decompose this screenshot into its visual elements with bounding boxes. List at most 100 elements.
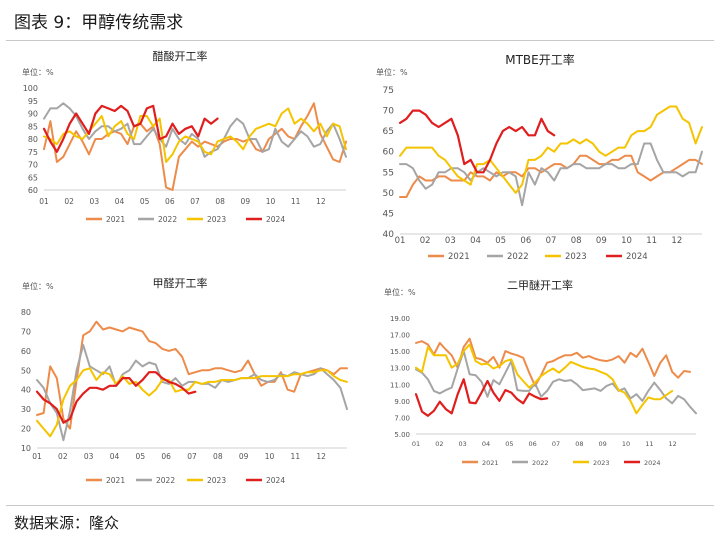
legend-label-2021: 2021 — [106, 476, 125, 485]
x-tick-label: 06 — [520, 236, 531, 246]
y-tick-label: 13.00 — [390, 365, 410, 373]
x-tick-label: 08 — [215, 197, 225, 206]
x-tick-label: 04 — [470, 236, 481, 246]
y-tick-label: 7.00 — [394, 414, 410, 422]
y-tick-label: 70 — [21, 327, 31, 336]
x-tick-label: 03 — [90, 197, 100, 206]
chart-title: 醋酸开工率 — [153, 49, 208, 63]
x-tick-label: 08 — [213, 452, 223, 461]
y-tick-label: 65 — [28, 173, 38, 182]
x-tick-label: 01 — [412, 440, 420, 448]
x-tick-label: 02 — [64, 197, 74, 206]
x-tick-label: 06 — [529, 440, 537, 448]
series-line-2022 — [43, 102, 347, 158]
y-tick-label: 80 — [21, 308, 31, 317]
series-line-2021 — [43, 102, 347, 191]
legend-label-2022: 2022 — [532, 459, 549, 467]
legend-label-2023: 2023 — [207, 215, 226, 224]
x-tick-label: 11 — [645, 440, 653, 448]
y-tick-label: 30 — [21, 405, 31, 414]
unit-label: 单位：% — [376, 67, 408, 77]
series-line-2021 — [415, 337, 691, 387]
legend-label-2024: 2024 — [644, 459, 661, 467]
y-tick-label: 65 — [383, 127, 394, 137]
x-tick-label: 10 — [621, 236, 632, 246]
unit-label: 单位：% — [384, 287, 416, 297]
y-tick-label: 5.00 — [394, 431, 410, 439]
y-tick-label: 45 — [383, 209, 394, 219]
top-divider — [6, 40, 714, 41]
y-tick-label: 19.00 — [390, 315, 410, 323]
unit-label: 单位：% — [22, 281, 54, 291]
legend-label-2023: 2023 — [593, 459, 610, 467]
series-line-2024 — [42, 104, 219, 153]
x-tick-label: 11 — [291, 452, 301, 461]
y-tick-label: 95 — [28, 97, 38, 106]
y-tick-label: 15.00 — [390, 348, 410, 356]
y-tick-label: 100 — [23, 84, 38, 93]
legend-label-2024: 2024 — [266, 476, 285, 485]
x-tick-label: 08 — [575, 440, 583, 448]
series-line-2022 — [399, 142, 703, 207]
series-line-2021 — [399, 154, 703, 198]
y-tick-label: 80 — [28, 135, 38, 144]
y-tick-label: 70 — [28, 161, 38, 170]
x-tick-label: 04 — [110, 452, 120, 461]
y-tick-label: 40 — [21, 386, 31, 395]
x-tick-label: 12 — [316, 197, 326, 206]
x-tick-label: 06 — [161, 452, 171, 461]
x-tick-label: 06 — [165, 197, 175, 206]
y-tick-label: 60 — [21, 347, 31, 356]
chart-formaldehyde: 甲醛开工率 单位：% 10 20 30 40 50 60 70 80 01 02 03 04 05 06 07 0… — [21, 276, 348, 485]
series-line-2023 — [36, 367, 348, 438]
x-tick-label: 11 — [646, 236, 657, 246]
legend-label-2021: 2021 — [482, 459, 499, 467]
legend-label-2021: 2021 — [448, 252, 470, 262]
y-tick-label: 50 — [21, 366, 31, 375]
y-tick-label: 60 — [383, 148, 395, 158]
x-tick-label: 04 — [482, 440, 490, 448]
y-tick-label: 10 — [21, 444, 31, 453]
y-tick-label: 50 — [383, 189, 395, 199]
chart-title: 甲醛开工率 — [153, 276, 208, 290]
y-tick-label: 60 — [28, 186, 38, 195]
x-tick-label: 12 — [316, 452, 326, 461]
x-tick-label: 03 — [84, 452, 94, 461]
y-tick-label: 90 — [28, 110, 38, 119]
chart-title: 二甲醚开工率 — [507, 278, 573, 292]
y-tick-label: 75 — [383, 86, 394, 96]
x-tick-label: 04 — [115, 197, 125, 206]
y-tick-label: 9.00 — [394, 398, 410, 406]
series-line-2024 — [35, 371, 197, 424]
x-tick-label: 10 — [266, 197, 276, 206]
x-tick-label: 10 — [265, 452, 275, 461]
series-line-2023 — [415, 343, 674, 415]
series-line-2021 — [36, 320, 348, 430]
series-line-2024 — [398, 109, 556, 174]
x-tick-label: 12 — [671, 236, 682, 246]
x-tick-label: 02 — [58, 452, 68, 461]
x-tick-label: 05 — [495, 236, 506, 246]
x-tick-label: 09 — [239, 452, 249, 461]
unit-label: 单位：% — [22, 67, 54, 77]
x-tick-label: 07 — [552, 440, 560, 448]
x-tick-label: 05 — [136, 452, 146, 461]
series-line-2024 — [414, 378, 549, 417]
y-tick-label: 70 — [383, 107, 395, 117]
y-tick-label: 55 — [383, 168, 394, 178]
legend-label-2023: 2023 — [565, 252, 587, 262]
x-tick-label: 05 — [505, 440, 513, 448]
x-tick-label: 01 — [32, 452, 42, 461]
x-tick-label: 07 — [546, 236, 557, 246]
legend-label-2024: 2024 — [266, 215, 285, 224]
source-note: 数据来源：隆众 — [14, 514, 120, 532]
y-tick-label: 17.00 — [390, 332, 410, 340]
x-tick-label: 02 — [435, 440, 443, 448]
y-tick-label: 75 — [28, 148, 38, 157]
legend-label-2022: 2022 — [507, 252, 529, 262]
x-tick-label: 09 — [241, 197, 251, 206]
x-tick-label: 03 — [459, 440, 467, 448]
x-tick-label: 10 — [622, 440, 630, 448]
